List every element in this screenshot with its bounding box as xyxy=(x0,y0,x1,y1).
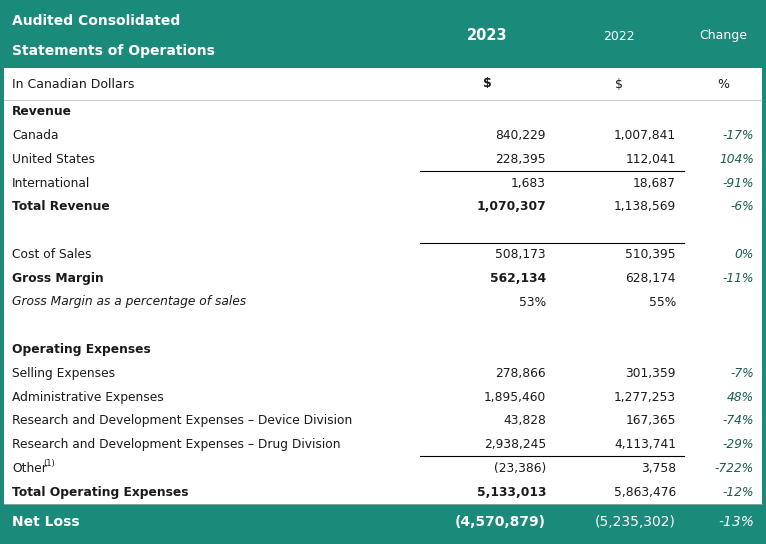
Text: $: $ xyxy=(483,77,491,90)
Text: 167,365: 167,365 xyxy=(626,415,676,428)
Text: -12%: -12% xyxy=(722,486,754,499)
Text: 562,134: 562,134 xyxy=(490,272,546,285)
Text: Change: Change xyxy=(699,29,747,42)
Text: -17%: -17% xyxy=(722,129,754,142)
Text: (5,235,302): (5,235,302) xyxy=(595,515,676,529)
Text: -13%: -13% xyxy=(719,515,754,529)
Bar xyxy=(4,68,762,504)
Text: Research and Development Expenses – Device Division: Research and Development Expenses – Devi… xyxy=(12,415,352,428)
Text: International: International xyxy=(12,177,90,190)
Text: 278,866: 278,866 xyxy=(496,367,546,380)
Text: Research and Development Expenses – Drug Division: Research and Development Expenses – Drug… xyxy=(12,438,341,451)
Text: 301,359: 301,359 xyxy=(626,367,676,380)
Text: (23,386): (23,386) xyxy=(494,462,546,475)
Text: Cost of Sales: Cost of Sales xyxy=(12,248,91,261)
Text: Statements of Operations: Statements of Operations xyxy=(12,44,215,58)
Text: 112,041: 112,041 xyxy=(626,153,676,166)
Text: Total Revenue: Total Revenue xyxy=(12,200,110,213)
Text: $: $ xyxy=(615,77,623,90)
Text: Gross Margin: Gross Margin xyxy=(12,272,103,285)
Text: -6%: -6% xyxy=(730,200,754,213)
Text: -91%: -91% xyxy=(722,177,754,190)
Text: 2023: 2023 xyxy=(466,28,507,44)
Text: 228,395: 228,395 xyxy=(496,153,546,166)
Text: Selling Expenses: Selling Expenses xyxy=(12,367,115,380)
Text: 53%: 53% xyxy=(519,295,546,308)
Text: 2022: 2022 xyxy=(603,29,635,42)
Text: %: % xyxy=(717,77,729,90)
Text: 1,070,307: 1,070,307 xyxy=(476,200,546,213)
Bar xyxy=(4,68,762,504)
Text: 48%: 48% xyxy=(727,391,754,404)
Text: 5,863,476: 5,863,476 xyxy=(614,486,676,499)
Bar xyxy=(4,68,762,100)
Text: 1,007,841: 1,007,841 xyxy=(614,129,676,142)
Text: 840,229: 840,229 xyxy=(496,129,546,142)
Text: Administrative Expenses: Administrative Expenses xyxy=(12,391,164,404)
Text: (1): (1) xyxy=(43,459,54,468)
Text: 1,895,460: 1,895,460 xyxy=(484,391,546,404)
Text: United States: United States xyxy=(12,153,95,166)
Text: Other: Other xyxy=(12,462,47,475)
Text: 4,113,741: 4,113,741 xyxy=(614,438,676,451)
Text: Audited Consolidated: Audited Consolidated xyxy=(12,14,180,28)
Text: 510,395: 510,395 xyxy=(625,248,676,261)
Text: 3,758: 3,758 xyxy=(641,462,676,475)
Text: -11%: -11% xyxy=(722,272,754,285)
Text: 1,277,253: 1,277,253 xyxy=(614,391,676,404)
Text: Net Loss: Net Loss xyxy=(12,515,80,529)
Text: 0%: 0% xyxy=(735,248,754,261)
Text: -29%: -29% xyxy=(722,438,754,451)
Text: 508,173: 508,173 xyxy=(496,248,546,261)
Bar xyxy=(4,4,762,68)
Text: -722%: -722% xyxy=(715,462,754,475)
Text: Operating Expenses: Operating Expenses xyxy=(12,343,151,356)
Text: Revenue: Revenue xyxy=(12,106,72,119)
Text: -7%: -7% xyxy=(730,367,754,380)
Text: Gross Margin as a percentage of sales: Gross Margin as a percentage of sales xyxy=(12,295,246,308)
Text: 18,687: 18,687 xyxy=(633,177,676,190)
Text: 104%: 104% xyxy=(719,153,754,166)
Text: Total Operating Expenses: Total Operating Expenses xyxy=(12,486,188,499)
Bar xyxy=(4,504,762,540)
Text: -74%: -74% xyxy=(722,415,754,428)
Text: Canada: Canada xyxy=(12,129,58,142)
Text: (4,570,879): (4,570,879) xyxy=(455,515,546,529)
Text: In Canadian Dollars: In Canadian Dollars xyxy=(12,77,134,90)
Text: 2,938,245: 2,938,245 xyxy=(484,438,546,451)
Text: 1,683: 1,683 xyxy=(511,177,546,190)
Text: 5,133,013: 5,133,013 xyxy=(476,486,546,499)
Text: 1,138,569: 1,138,569 xyxy=(614,200,676,213)
Text: 628,174: 628,174 xyxy=(626,272,676,285)
Text: 43,828: 43,828 xyxy=(503,415,546,428)
Text: 55%: 55% xyxy=(649,295,676,308)
